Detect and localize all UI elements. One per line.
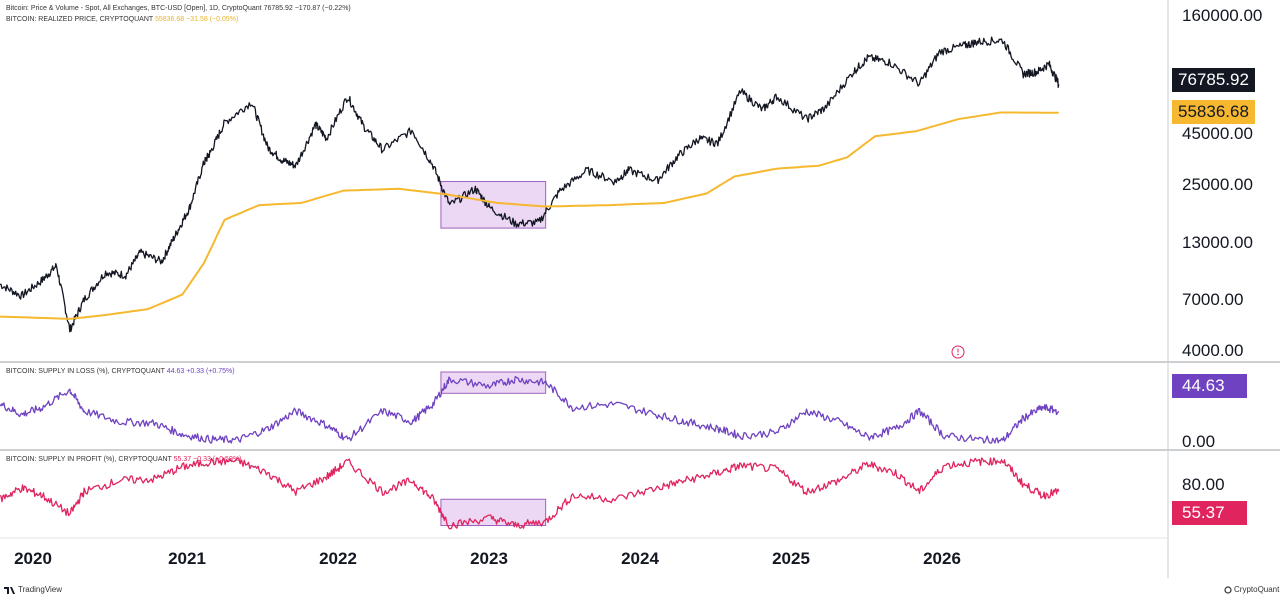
price-badge: 76785.92 (1172, 68, 1255, 92)
y-tick-loss-0: 0.00 (1182, 432, 1216, 451)
realized-legend: BITCOIN: REALIZED PRICE, CRYPTOQUANT 558… (6, 16, 238, 23)
x-tick-2020: 2020 (14, 549, 52, 568)
y-tick-45000: 45000.00 (1182, 124, 1253, 143)
cryptoquant-brand: CryptoQuant (1234, 585, 1280, 594)
loss-legend: BITCOIN: SUPPLY IN LOSS (%), CRYPTOQUANT… (6, 368, 235, 375)
profit-legend: BITCOIN: SUPPLY IN PROFIT (%), CRYPTOQUA… (6, 456, 241, 463)
x-tick-2023: 2023 (470, 549, 508, 568)
price-legend-change: −170.87 (−0.22%) (294, 5, 351, 12)
price-legend: Bitcoin: Price & Volume - Spot, All Exch… (6, 5, 351, 12)
y-tick-160000: 160000.00 (1182, 6, 1263, 25)
series-line-2-0 (0, 457, 1060, 530)
tradingview-logo-icon[interactable] (4, 585, 16, 595)
x-tick-2022: 2022 (319, 549, 357, 568)
highlight-box-panel-2 (440, 498, 547, 526)
x-tick-2025: 2025 (772, 549, 810, 568)
highlight-boxes (440, 181, 547, 526)
panel-dividers (0, 0, 1280, 578)
loss-legend-title: BITCOIN: SUPPLY IN LOSS (%), CRYPTOQUANT (6, 368, 165, 375)
profit-badge: 55.37 (1172, 501, 1247, 525)
y-tick-4000: 4000.00 (1182, 341, 1244, 360)
series-layer (0, 36, 1060, 530)
price-legend-last: 76785.92 (263, 5, 293, 12)
x-tick-2026: 2026 (923, 549, 961, 568)
y-tick-13000: 13000.00 (1182, 233, 1253, 252)
series-line-0-1 (0, 111, 1059, 320)
realized-legend-change: −31.58 (−0.05%) (186, 16, 239, 23)
x-tick-2024: 2024 (621, 549, 659, 568)
profit-legend-last: 55.37 (173, 456, 192, 463)
realized-legend-title: BITCOIN: REALIZED PRICE, CRYPTOQUANT (6, 16, 154, 23)
cryptoquant-logo-icon (1224, 586, 1232, 594)
x-tick-2021: 2021 (168, 549, 206, 568)
loss-badge: 44.63 (1172, 374, 1247, 398)
y-tick-25000: 25000.00 (1182, 175, 1253, 194)
y-tick-7000: 7000.00 (1182, 290, 1244, 309)
series-line-1-0 (0, 376, 1060, 444)
y-tick-profit-80: 80.00 (1182, 475, 1225, 494)
clock-icon[interactable] (951, 345, 965, 359)
profit-legend-title: BITCOIN: SUPPLY IN PROFIT (%), CRYPTOQUA… (6, 456, 172, 463)
realized-legend-last: 55836.68 (154, 16, 185, 23)
loss-legend-change: +0.33 (+0.75%) (186, 368, 235, 375)
profit-legend-change: −0.33 (−0.59%) (193, 456, 242, 463)
price-legend-title: Bitcoin: Price & Volume - Spot, All Exch… (6, 5, 262, 12)
loss-legend-last: 44.63 (166, 368, 185, 375)
tradingview-brand[interactable]: TradingView (18, 585, 63, 594)
realized-badge: 55836.68 (1172, 100, 1255, 124)
